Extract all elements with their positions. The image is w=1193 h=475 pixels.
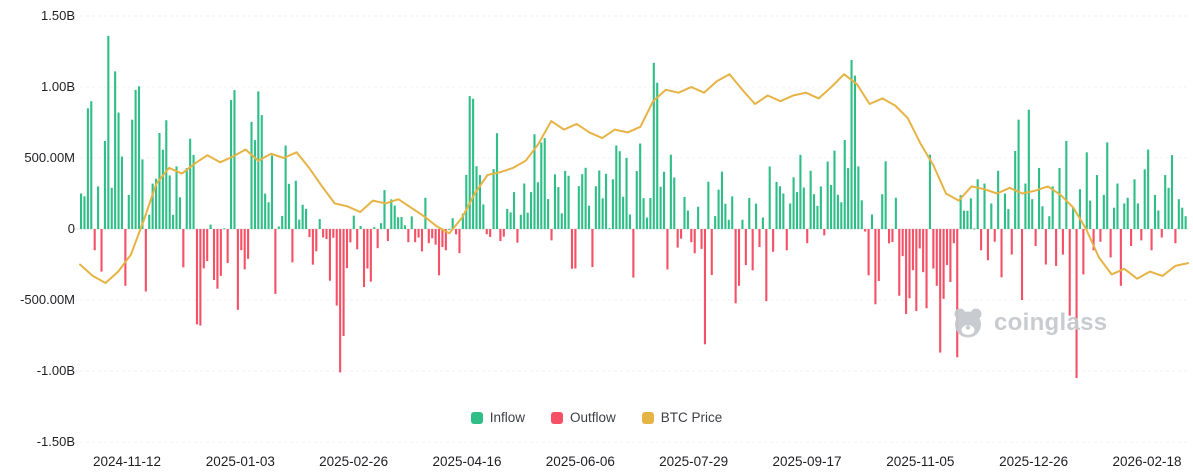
legend-label-inflow: Inflow <box>489 410 525 425</box>
y-axis-label: -1.50B <box>36 434 75 449</box>
y-axis-label: 1.50B <box>41 8 75 23</box>
inflow-swatch <box>470 411 483 424</box>
x-axis-label: 2025-02-26 <box>319 454 389 469</box>
x-axis-label: 2025-09-17 <box>772 454 842 469</box>
legend-item-btc-price[interactable]: BTC Price <box>641 410 723 425</box>
legend-label-outflow: Outflow <box>569 410 616 425</box>
y-axis-label: 0 <box>67 221 75 236</box>
watermark-text: coinglass <box>994 308 1108 336</box>
x-axis-label: 2025-12-26 <box>999 454 1069 469</box>
legend-item-inflow[interactable]: Inflow <box>470 410 525 425</box>
coinglass-logo-icon <box>954 308 982 338</box>
y-axis-label: 1.00B <box>41 79 75 94</box>
legend-item-outflow[interactable]: Outflow <box>550 410 616 425</box>
outflow-swatch <box>550 411 563 424</box>
y-axis-label: 500.00M <box>24 150 75 165</box>
x-axis-label: 2026-02-18 <box>1112 454 1182 469</box>
btc-price-swatch <box>641 411 654 424</box>
x-axis-label: 2025-11-05 <box>886 454 955 469</box>
coinglass-watermark: coinglass <box>950 306 1107 339</box>
x-axis-label: 2025-07-29 <box>659 454 729 469</box>
y-axis-label: -500.00M <box>20 292 75 307</box>
x-axis-label: 2024-11-12 <box>92 454 162 469</box>
y-axis-label: -1.00B <box>36 363 75 378</box>
legend: Inflow Outflow BTC Price <box>0 410 1193 425</box>
x-axis-label: 2025-06-06 <box>545 454 615 469</box>
legend-label-btc-price: BTC Price <box>660 410 723 425</box>
x-axis-label: 2025-04-16 <box>432 454 502 469</box>
x-axis-label: 2025-01-03 <box>205 454 275 469</box>
